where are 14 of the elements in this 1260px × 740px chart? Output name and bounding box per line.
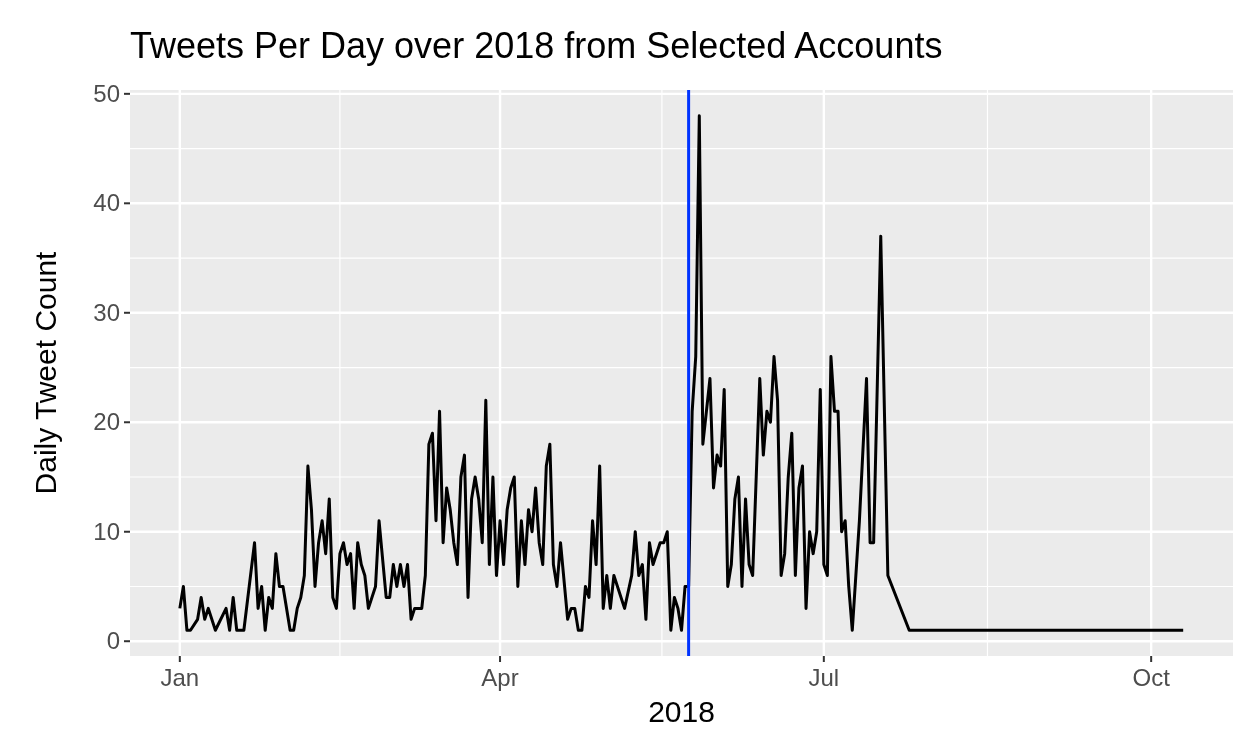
y-tick-label: 10 [93, 517, 120, 545]
y-tick-label: 20 [93, 408, 120, 436]
x-tick-label: Apr [481, 664, 519, 691]
x-tick-label: Oct [1132, 664, 1171, 691]
x-axis-title: 2018 [648, 695, 715, 728]
x-tick-label: Jan [160, 664, 200, 691]
y-tick-label: 40 [93, 189, 120, 217]
y-tick-label: 50 [93, 79, 120, 107]
y-tick-label: 0 [106, 627, 120, 655]
line-series [178, 114, 1185, 632]
y-axis-title: Daily Tweet Count [29, 250, 62, 495]
y-tick-label: 30 [93, 298, 120, 326]
x-tick-label: Jul [808, 664, 840, 691]
chart-title: Tweets Per Day over 2018 from Selected Accounts [130, 25, 943, 66]
